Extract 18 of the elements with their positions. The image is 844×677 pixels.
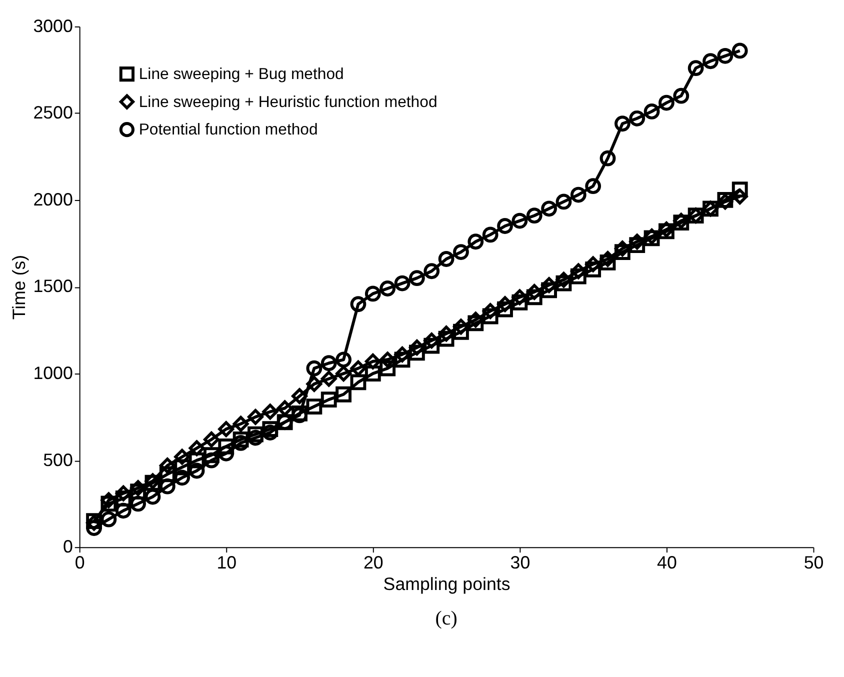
y-tick-label: 3000: [33, 16, 73, 36]
y-tick-label: 2500: [33, 102, 73, 123]
legend-label: Line sweeping + Heuristic function method: [138, 94, 438, 111]
y-tick-label: 1500: [33, 276, 73, 296]
x-axis-title: Sampling points: [383, 574, 510, 594]
x-tick-label: 30: [510, 552, 530, 572]
x-tick-label: 10: [216, 552, 237, 572]
legend-label: Potential function method: [138, 122, 318, 139]
x-tick-label: 20: [363, 552, 384, 572]
y-axis-title: Time (s): [9, 254, 30, 320]
y-tick-label: 500: [43, 450, 73, 470]
text: (c): [435, 607, 458, 630]
y-tick-label: 0: [62, 536, 73, 557]
x-tick-label: 50: [804, 552, 824, 572]
legend-label: Line sweeping + Bug method: [138, 66, 344, 83]
x-tick-label: 40: [657, 552, 677, 572]
y-tick-label: 2000: [33, 189, 73, 210]
y-tick-label: 1000: [33, 362, 73, 383]
